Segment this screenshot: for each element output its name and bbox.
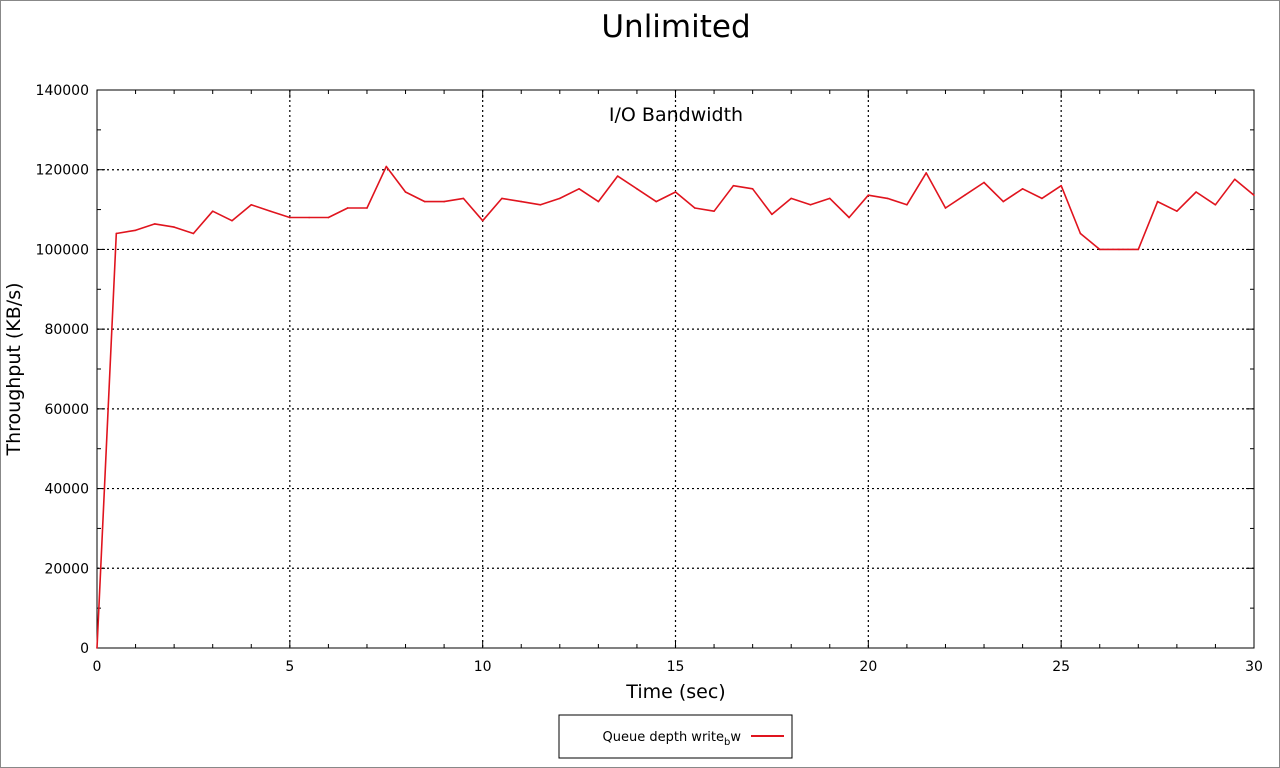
data-point	[173, 226, 175, 228]
data-point	[751, 188, 754, 190]
axis-ticks: 0 5 10 15 20 25 30 0 20000 40000 60000 80000 100000 1…	[36, 83, 1263, 675]
data-point	[327, 216, 330, 219]
data-point	[96, 647, 98, 649]
x-tick-label: 30	[1245, 659, 1263, 675]
legend-label-sub: b	[724, 737, 730, 748]
data-point	[1118, 248, 1120, 251]
data-point	[134, 229, 137, 232]
data-point	[1253, 194, 1255, 197]
data-point	[1021, 188, 1024, 190]
series-group	[96, 165, 1255, 649]
legend-label-main: Queue depth write	[603, 730, 725, 745]
data-point	[424, 200, 426, 203]
data-point	[308, 216, 310, 219]
data-point	[1137, 248, 1140, 251]
data-point	[1060, 184, 1062, 187]
data-point	[1156, 200, 1159, 203]
data-point	[539, 203, 542, 206]
data-point	[346, 207, 349, 209]
data-point	[211, 210, 214, 212]
data-point	[963, 194, 966, 197]
data-point	[944, 207, 947, 209]
data-point	[713, 210, 715, 212]
grid	[97, 90, 1254, 648]
data-point	[404, 191, 407, 193]
data-point	[655, 200, 658, 203]
data-point	[462, 197, 465, 200]
data-point	[1214, 203, 1217, 206]
data-point	[732, 184, 735, 187]
y-tick-label: 120000	[36, 163, 89, 179]
y-tick-label: 60000	[44, 402, 89, 418]
data-point	[867, 194, 870, 197]
y-tick-label: 0	[80, 641, 89, 657]
y-tick-label: 40000	[44, 482, 89, 498]
data-point	[231, 219, 233, 222]
data-point	[1079, 232, 1082, 235]
legend: Queue depth writebw	[558, 714, 793, 759]
data-point	[578, 188, 580, 190]
data-point	[366, 207, 368, 209]
data-point	[1041, 197, 1043, 200]
data-point	[674, 191, 677, 193]
data-point	[559, 197, 561, 200]
data-point	[1002, 200, 1005, 203]
data-point	[1195, 191, 1197, 193]
data-point	[1233, 178, 1236, 181]
x-tick-label: 25	[1052, 659, 1070, 675]
chart-title: Unlimited	[601, 9, 750, 45]
data-point	[520, 200, 523, 203]
data-point	[906, 203, 908, 206]
legend-label-tail: w	[730, 730, 741, 745]
data-point	[828, 197, 831, 200]
x-tick-label: 15	[667, 659, 685, 675]
data-point	[289, 216, 291, 219]
data-point	[115, 232, 118, 235]
data-point	[925, 172, 927, 174]
data-point	[250, 203, 253, 206]
data-point	[269, 210, 272, 212]
data-point	[192, 232, 195, 235]
data-point	[809, 203, 812, 206]
data-point	[385, 165, 388, 168]
data-point	[636, 188, 638, 190]
legend-label: Queue depth writebw	[603, 730, 742, 748]
y-tick-label: 100000	[36, 242, 89, 258]
y-tick-label: 140000	[36, 83, 89, 99]
y-tick-label: 20000	[44, 561, 89, 577]
data-point	[501, 197, 503, 200]
x-axis-label: Time (sec)	[625, 681, 725, 703]
data-point	[616, 175, 619, 177]
data-point	[443, 200, 445, 203]
data-point	[154, 223, 156, 225]
data-point	[790, 197, 792, 200]
data-point	[1098, 248, 1101, 251]
data-point	[848, 216, 850, 219]
data-point	[693, 207, 696, 209]
y-tick-label: 80000	[44, 322, 89, 338]
x-tick-label: 0	[93, 659, 102, 675]
chart-subtitle: I/O Bandwidth	[609, 104, 743, 126]
plot-area-border	[96, 89, 1255, 649]
data-point	[597, 200, 600, 203]
data-point	[886, 197, 889, 200]
data-point	[1176, 210, 1178, 212]
x-tick-label: 10	[474, 659, 492, 675]
x-tick-label: 20	[859, 659, 877, 675]
x-tick-label: 5	[285, 659, 294, 675]
data-point	[983, 181, 985, 184]
data-point	[481, 219, 484, 222]
data-point	[771, 213, 773, 216]
y-axis-label: Throughput (KB/s)	[3, 282, 25, 456]
